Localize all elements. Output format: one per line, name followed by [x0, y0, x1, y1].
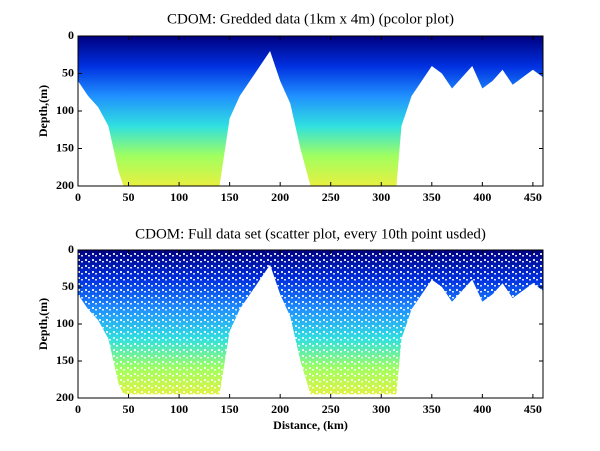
- x-axis-label: Distance, (km): [273, 418, 348, 432]
- scatter-gaps: [78, 250, 543, 395]
- y-tick-label: 100: [56, 103, 74, 117]
- y-tick-label: 50: [62, 65, 74, 79]
- x-tick-label: 250: [322, 402, 340, 416]
- x-tick-label: 300: [372, 190, 390, 204]
- x-tick-label: 100: [170, 190, 188, 204]
- x-tick-label: 350: [423, 402, 441, 416]
- x-tick-label: 50: [123, 190, 135, 204]
- y-axis-label: Depth,(m): [36, 298, 50, 350]
- x-tick-label: 350: [423, 190, 441, 204]
- y-tick-label: 0: [68, 28, 74, 42]
- y-tick-label: 150: [56, 353, 74, 367]
- y-tick-label: 0: [68, 242, 74, 256]
- y-tick-label: 200: [56, 390, 74, 404]
- x-tick-label: 150: [221, 402, 239, 416]
- chart-title: CDOM: Gredded data (1km x 4m) (pcolor pl…: [167, 11, 454, 27]
- x-tick-label: 150: [221, 190, 239, 204]
- x-tick-label: 400: [473, 190, 491, 204]
- y-axis-label: Depth,(m): [36, 85, 50, 137]
- x-tick-label: 0: [75, 402, 81, 416]
- x-tick-label: 400: [473, 402, 491, 416]
- y-tick-label: 50: [62, 279, 74, 293]
- x-tick-label: 50: [123, 402, 135, 416]
- chart-title: CDOM: Full data set (scatter plot, every…: [135, 226, 486, 242]
- x-tick-label: 250: [322, 190, 340, 204]
- x-tick-label: 200: [271, 402, 289, 416]
- x-tick-label: 100: [170, 402, 188, 416]
- y-tick-label: 100: [56, 316, 74, 330]
- x-tick-label: 200: [271, 190, 289, 204]
- x-tick-label: 300: [372, 402, 390, 416]
- y-tick-label: 200: [56, 178, 74, 192]
- y-tick-label: 150: [56, 140, 74, 154]
- data-area: [78, 36, 543, 186]
- x-tick-label: 450: [524, 190, 542, 204]
- x-tick-label: 450: [524, 402, 542, 416]
- x-tick-label: 0: [75, 190, 81, 204]
